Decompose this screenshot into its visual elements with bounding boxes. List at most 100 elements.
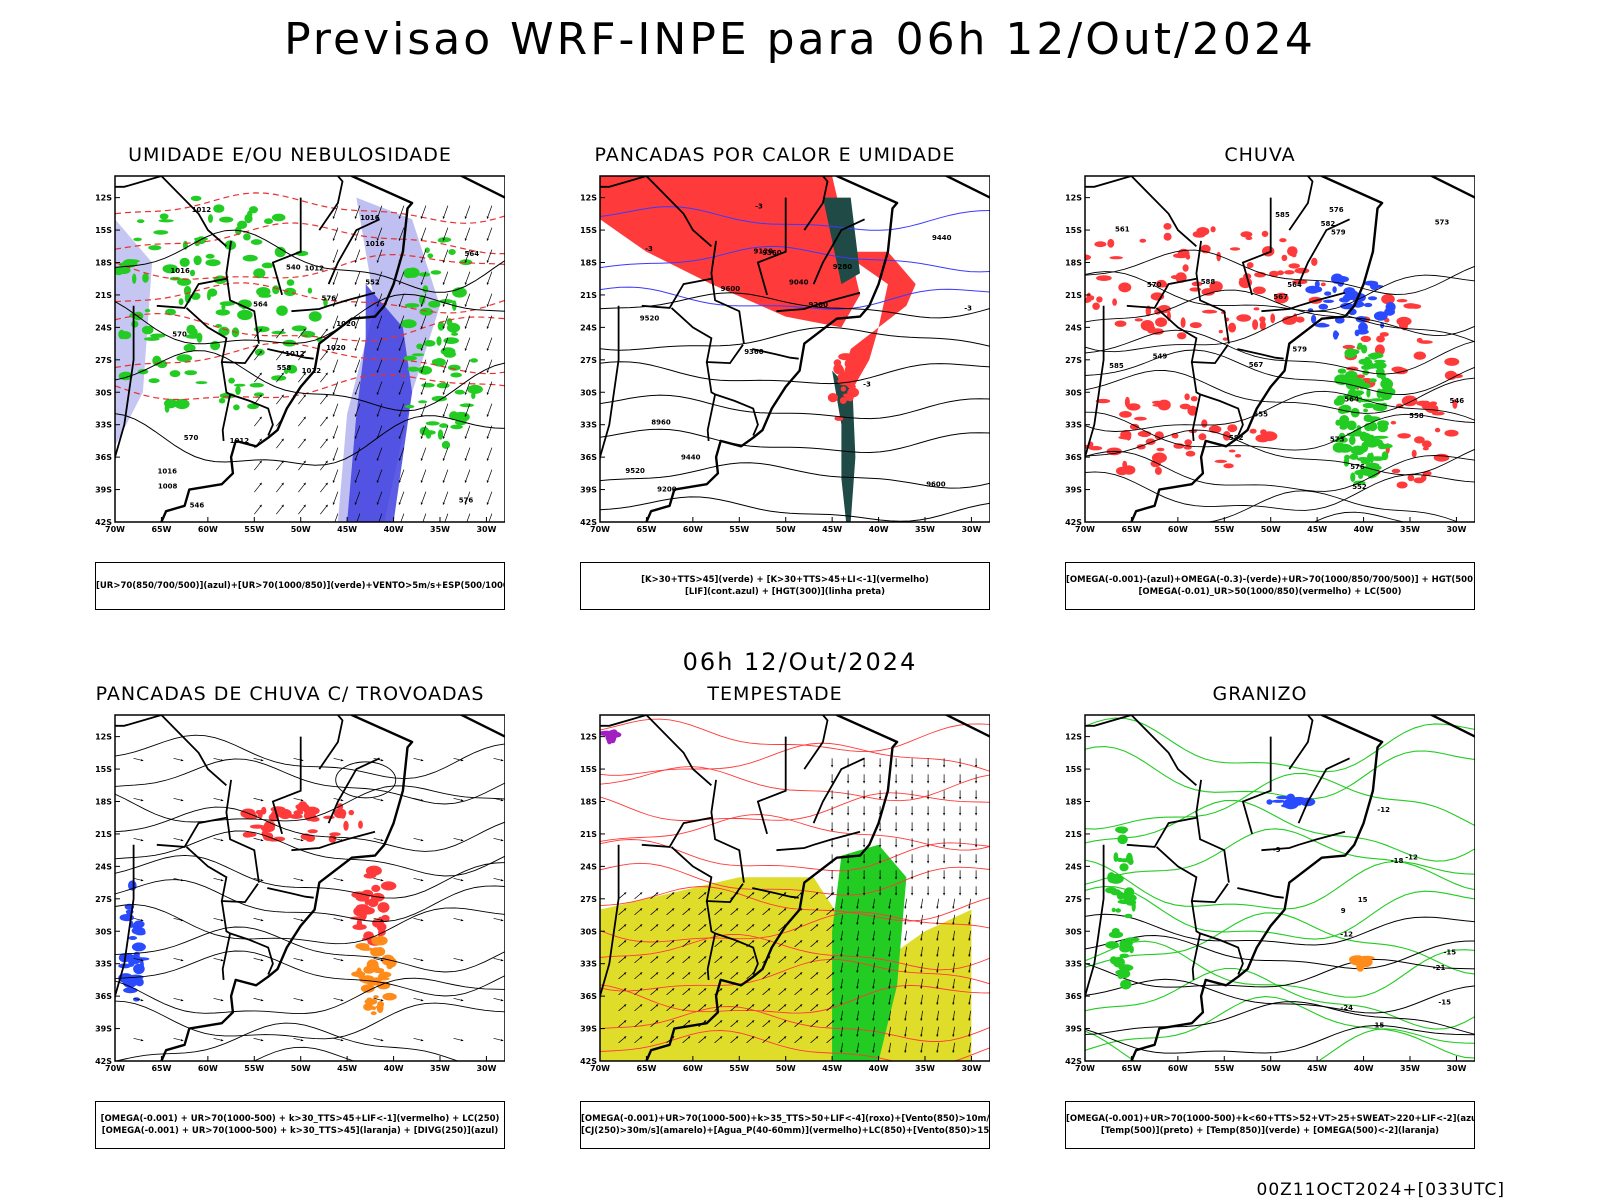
wind-vector <box>376 370 379 373</box>
lat-label: 21S <box>1065 291 1082 300</box>
streamline <box>115 904 505 945</box>
lon-label: 55W <box>244 1064 264 1073</box>
humidity-green-dots <box>219 301 235 306</box>
wind850-vector <box>767 1004 771 1007</box>
country-border <box>115 305 135 464</box>
wind-vector <box>442 227 449 241</box>
wind-vector <box>332 216 335 219</box>
storm-red-dots <box>303 810 316 822</box>
streamline-arrow <box>420 879 424 882</box>
omega-red-dots <box>1177 332 1187 340</box>
wind-vector <box>420 282 423 285</box>
wind850-vector <box>687 956 691 959</box>
legend-line: [LIF](cont.azul) + [HGT(300)](linha pret… <box>684 587 886 597</box>
humidity-green-dots <box>219 216 234 223</box>
wind850-vector <box>958 781 962 784</box>
wind-vector <box>259 328 262 332</box>
omega-red-dots <box>1260 429 1267 435</box>
storm-red-dots <box>377 902 390 913</box>
omega-blue-dots <box>1332 286 1337 293</box>
wind-vector <box>486 238 489 241</box>
wind850-vector <box>856 1018 859 1021</box>
lat-label: 24S <box>95 323 112 332</box>
wind-vector <box>486 447 493 461</box>
humidity-green-dots <box>286 364 298 374</box>
lat-label: 27S <box>580 356 597 365</box>
wind850-vector <box>639 972 643 975</box>
wind-vector <box>259 504 262 508</box>
wind-vector <box>442 293 449 307</box>
lat-label: 15S <box>580 765 597 774</box>
wind-vector <box>376 381 383 395</box>
wind-vector <box>376 469 383 483</box>
wind850-vector <box>687 1020 691 1023</box>
wind850-vector <box>872 938 875 941</box>
wind850-vector <box>846 813 850 816</box>
wind-vector <box>398 359 405 373</box>
lat-label: 27S <box>1065 356 1082 365</box>
lat-label: 24S <box>1065 323 1082 332</box>
omega-green-dots <box>1362 402 1376 409</box>
omega-red-dots <box>1294 267 1310 274</box>
lat-label: 12S <box>580 194 597 203</box>
wind-vector <box>464 403 471 417</box>
country-border <box>318 176 344 231</box>
wind-vector <box>486 370 489 373</box>
wind850-vector <box>840 1050 843 1053</box>
omega-green-dots <box>1344 454 1350 461</box>
wind850-vector <box>639 1020 643 1023</box>
hgt500-contour <box>1205 490 1459 522</box>
wind850-vector <box>767 1036 771 1039</box>
wind850-vector <box>952 1002 955 1005</box>
wind850-vector <box>942 877 946 880</box>
wind-vector <box>422 513 427 522</box>
wind-vector <box>398 282 401 285</box>
humidity-green-dots <box>148 378 160 384</box>
streamline-arrow <box>140 879 144 882</box>
lat-label: 24S <box>95 862 112 871</box>
storm-red-dots <box>355 904 370 912</box>
storm-orange-dots <box>374 936 388 946</box>
lif-contour <box>600 206 990 231</box>
wind-vector <box>303 350 306 354</box>
wind-vector <box>333 524 335 527</box>
convective-red-dots <box>844 358 856 369</box>
wind850-vector <box>936 986 939 989</box>
streamline-arrow <box>460 1039 464 1042</box>
temp850-green-dots <box>1119 953 1130 958</box>
humidity-green-dots <box>195 381 208 385</box>
omega-green-dots <box>1360 466 1375 475</box>
convective-red-dots <box>827 393 838 403</box>
wind850-vector <box>888 1018 891 1021</box>
wind-vector <box>398 337 405 351</box>
thickness-contour <box>115 342 505 375</box>
pressure-contour <box>115 293 505 345</box>
wind-vector <box>354 469 361 483</box>
wind850-vector <box>830 845 834 848</box>
wind850-vector <box>830 893 834 896</box>
lon-label: 65W <box>151 525 171 534</box>
middle-title: 06h 12/Out/2024 <box>682 648 918 676</box>
wind850-vector <box>655 988 659 991</box>
temp500-contour <box>1085 978 1475 1014</box>
wind-vector <box>354 205 361 219</box>
contour-label: 1012 <box>285 350 305 358</box>
wind-vector <box>398 458 401 461</box>
lat-label: 15S <box>95 226 112 235</box>
wind850-vector <box>623 892 627 895</box>
streamline-arrow <box>140 799 144 802</box>
lon-label: 60W <box>683 525 703 534</box>
omega-blue-dots <box>1363 302 1373 308</box>
country-border <box>1241 197 1272 296</box>
wind850-vector <box>767 1020 771 1023</box>
wind-vector <box>420 315 427 329</box>
humidity-green-dots <box>272 285 280 295</box>
omega-green-dots <box>1369 456 1386 461</box>
wind-vector <box>420 205 427 219</box>
lat-label: 36S <box>95 453 112 462</box>
wind850-vector <box>831 924 835 927</box>
humidity-green-dots <box>404 404 415 409</box>
lon-label: 55W <box>1214 1064 1234 1073</box>
humidity-green-dots <box>450 424 463 430</box>
